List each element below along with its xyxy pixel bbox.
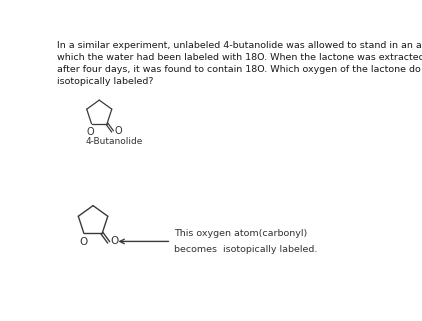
Text: 4-Butanolide: 4-Butanolide bbox=[85, 137, 143, 146]
Text: becomes  isotopically labeled.: becomes isotopically labeled. bbox=[173, 245, 317, 254]
Text: O: O bbox=[114, 126, 122, 135]
Text: O: O bbox=[87, 127, 95, 137]
Text: O: O bbox=[79, 237, 87, 247]
Text: O: O bbox=[110, 237, 118, 247]
Text: In a similar experiment, unlabeled 4-butanolide was allowed to stand in an acidi: In a similar experiment, unlabeled 4-but… bbox=[57, 41, 422, 86]
Text: This oxygen atom(carbonyl): This oxygen atom(carbonyl) bbox=[173, 229, 307, 238]
